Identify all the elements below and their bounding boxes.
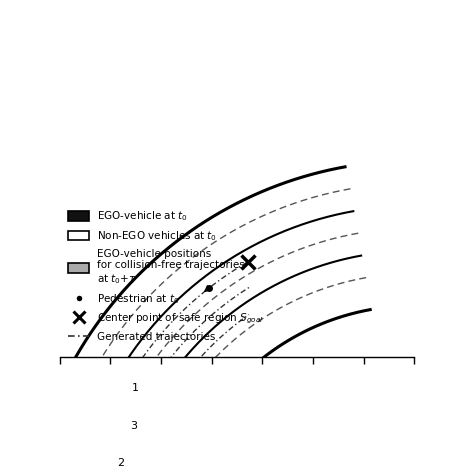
Text: 1: 1 xyxy=(132,383,139,392)
Polygon shape xyxy=(128,457,149,474)
Polygon shape xyxy=(141,369,167,393)
Text: 2: 2 xyxy=(117,458,124,468)
Text: 3: 3 xyxy=(130,420,137,430)
Polygon shape xyxy=(132,383,158,407)
Polygon shape xyxy=(120,364,143,384)
Legend: EGO-vehicle at $t_0$, Non-EGO vehicles at $t_0$, EGO-vehicle positions
for colli: EGO-vehicle at $t_0$, Non-EGO vehicles a… xyxy=(65,207,267,345)
Polygon shape xyxy=(143,419,164,438)
